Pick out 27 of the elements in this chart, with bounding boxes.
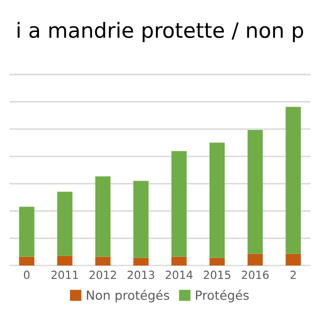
x-tick-label: 2012 [90, 270, 116, 280]
bar [171, 151, 187, 257]
x-tick-label: 2015 [204, 270, 230, 280]
bar [210, 142, 225, 258]
bar [210, 258, 225, 266]
bar [248, 254, 263, 266]
legend-label: Protégés [196, 290, 249, 302]
x-tick-label: 2011 [51, 270, 78, 280]
x-tick-label: 2016 [242, 270, 269, 280]
x-tick-label: 2 [290, 270, 296, 279]
bar [19, 206, 34, 257]
bar [133, 258, 149, 266]
bar [57, 192, 72, 256]
bar [95, 176, 110, 257]
bar [171, 256, 187, 266]
legend-label: Non protégés [86, 290, 170, 302]
chart-title: i a mandrie protette / non p [18, 22, 304, 42]
bar [95, 256, 110, 266]
bar [19, 256, 34, 266]
x-tick-label: 2014 [166, 270, 193, 280]
x-tick-label: 0 [24, 270, 30, 280]
x-tick-label: 2013 [128, 270, 154, 280]
bar [286, 106, 301, 254]
bar [248, 130, 263, 254]
bar [286, 254, 301, 266]
bar [133, 180, 149, 258]
bar [57, 256, 72, 266]
